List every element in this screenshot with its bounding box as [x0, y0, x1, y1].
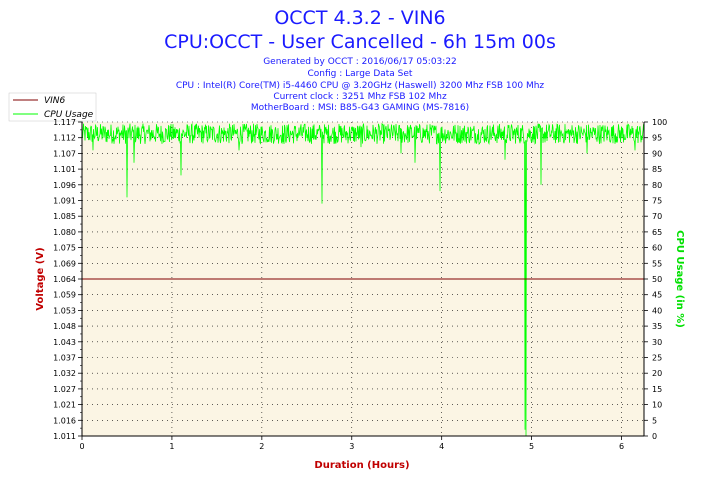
legend-label-vin6: VIN6	[44, 96, 66, 106]
info-line-clock: Current clock : 3251 Mhz FSB 102 Mhz	[273, 92, 447, 102]
info-line-config: Config : Large Data Set	[308, 69, 413, 79]
info-line-generated: Generated by OCCT : 2016/06/17 05:03:22	[263, 57, 457, 67]
series-line-cpu-usage	[81, 122, 645, 437]
y-left-tick-label: 1.053	[53, 306, 76, 315]
y-right-tick-label: 55	[652, 259, 662, 268]
y-left-tick-label: 1.107	[53, 149, 76, 158]
x-tick-label: 4	[439, 442, 444, 451]
x-axis-label: Duration (Hours)	[314, 460, 409, 471]
y-right-tick-label: 100	[652, 118, 667, 127]
y-right-tick-label: 10	[652, 401, 662, 410]
y-left-tick-label: 1.021	[53, 401, 76, 410]
y-left-tick-label: 1.059	[53, 291, 76, 300]
chart-subtitle: CPU:OCCT - User Cancelled - 6h 15m 00s	[164, 31, 556, 53]
y-right-tick-label: 25	[652, 354, 662, 363]
y-left-tick-label: 1.075	[53, 244, 76, 253]
y-left-tick-label: 1.085	[53, 212, 76, 221]
y-axis-label-right: CPU Usage (in %)	[674, 230, 685, 328]
y-right-tick-label: 50	[652, 275, 662, 284]
y-left-tick-label: 1.048	[53, 322, 76, 331]
x-tick-label: 1	[169, 442, 174, 451]
y-left-tick-label: 1.027	[53, 385, 76, 394]
y-left-tick-label: 1.117	[53, 118, 76, 127]
y-left-tick-label: 1.016	[53, 416, 76, 425]
y-left-tick-label: 1.011	[53, 432, 76, 441]
y-right-tick-label: 40	[652, 306, 662, 315]
y-right-tick-label: 75	[652, 197, 662, 206]
y-left-tick-label: 1.037	[53, 354, 76, 363]
y-left-tick-label: 1.101	[53, 165, 76, 174]
y-right-tick-label: 80	[652, 181, 662, 190]
chart-title: OCCT 4.3.2 - VIN6	[274, 7, 445, 29]
y-right-tick-label: 90	[652, 149, 662, 158]
y-left-tick-label: 1.032	[53, 369, 76, 378]
y-left-tick-label: 1.043	[53, 338, 76, 347]
y-right-tick-label: 15	[652, 385, 662, 394]
y-right-tick-label: 70	[652, 212, 662, 221]
x-tick-label: 3	[349, 442, 354, 451]
y-left-tick-label: 1.064	[53, 275, 76, 284]
x-tick-label: 5	[529, 442, 534, 451]
y-right-tick-label: 5	[652, 416, 657, 425]
y-left-tick-label: 1.112	[53, 134, 76, 143]
legend: VIN6 CPU Usage	[8, 92, 97, 122]
y-right-tick-label: 30	[652, 338, 662, 347]
y-right-tick-label: 95	[652, 134, 662, 143]
y-right-tick-label: 65	[652, 228, 662, 237]
y-right-tick-label: 85	[652, 165, 662, 174]
y-right-tick-label: 45	[652, 291, 662, 300]
series-layer	[81, 122, 645, 437]
info-line-cpu: CPU : Intel(R) Core(TM) i5-4460 CPU @ 3.…	[176, 81, 545, 91]
y-right-tick-label: 60	[652, 244, 662, 253]
info-line-motherboard: MotherBoard : MSI: B85-G43 GAMING (MS-78…	[251, 103, 469, 113]
x-tick-label: 6	[619, 442, 624, 451]
legend-box	[8, 92, 97, 122]
x-tick-label: 2	[259, 442, 264, 451]
y-left-tick-label: 1.091	[53, 197, 76, 206]
legend-label-cpu-usage: CPU Usage	[44, 110, 94, 120]
tick-labels: 1.011 1.016 1.021 1.027 1.032 1.037 1.043 1.048…	[53, 118, 667, 451]
y-right-tick-label: 35	[652, 322, 662, 331]
y-axis-label-left: Voltage (V)	[35, 247, 46, 310]
y-left-tick-label: 1.080	[53, 228, 76, 237]
y-right-tick-label: 20	[652, 369, 662, 378]
x-tick-label: 0	[79, 442, 84, 451]
y-left-tick-label: 1.069	[53, 259, 76, 268]
y-left-tick-label: 1.096	[53, 181, 76, 190]
y-right-tick-label: 0	[652, 432, 657, 441]
